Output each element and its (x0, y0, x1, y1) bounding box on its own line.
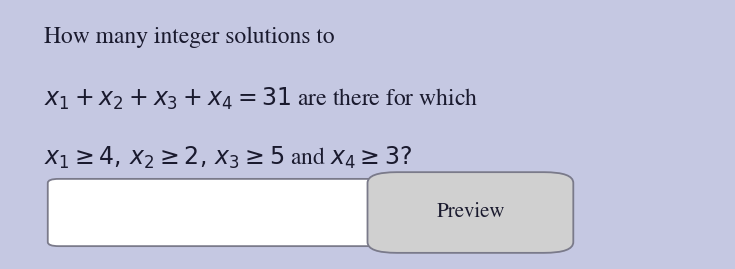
Text: $x_1 + x_2 + x_3 + x_4 = 31$ are there for which: $x_1 + x_2 + x_3 + x_4 = 31$ are there f… (44, 86, 478, 112)
FancyBboxPatch shape (368, 172, 573, 253)
Text: How many integer solutions to: How many integer solutions to (44, 27, 334, 48)
FancyBboxPatch shape (48, 179, 386, 246)
Text: Preview: Preview (436, 203, 505, 222)
Text: $x_1 \geq 4,\, x_2 \geq 2,\, x_3 \geq 5$ and $x_4 \geq 3?$: $x_1 \geq 4,\, x_2 \geq 2,\, x_3 \geq 5$… (44, 145, 412, 171)
